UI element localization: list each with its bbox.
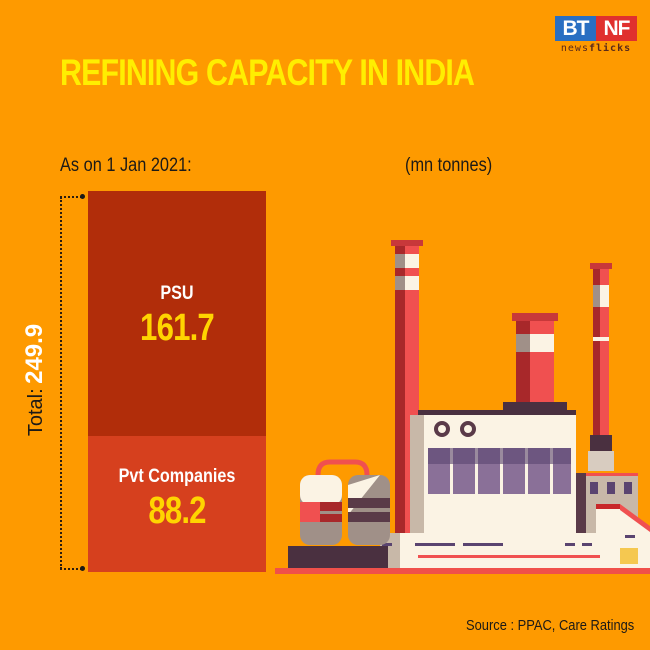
logo-nf: NF (596, 16, 637, 41)
logo-tagline-light: news (560, 43, 589, 54)
side-building (576, 473, 650, 568)
main-building (410, 410, 576, 535)
logo-tagline: newsflicks (555, 43, 637, 54)
units-label: (mn tonnes) (405, 155, 493, 176)
logo-tagline-bold: flicks (588, 43, 632, 54)
as-of-date: As on 1 Jan 2021: (60, 155, 192, 176)
total-bracket-bottom (60, 568, 82, 570)
total-bracket-top (60, 196, 82, 198)
logo-bt: BT (555, 16, 596, 41)
source-note: Source : PPAC, Care Ratings (466, 617, 635, 634)
segment-value-pvt: 88.2 (148, 490, 206, 532)
base-platform (380, 533, 606, 568)
storage-tanks (288, 459, 390, 568)
chimney-middle (503, 313, 567, 412)
segment-label-psu: PSU (160, 283, 194, 304)
segment-label-pvt: Pvt Companies (118, 466, 236, 487)
total-value: 249.9 (21, 323, 48, 384)
brand-logo: BT NF newsflicks (555, 16, 637, 54)
chimney-right (588, 263, 614, 471)
bracket-dot-top (80, 194, 85, 199)
stacked-bar: PSU 161.7 Pvt Companies 88.2 (88, 191, 266, 572)
bracket-dot-bottom (80, 566, 85, 571)
factory-illustration (275, 240, 650, 574)
segment-value-psu: 161.7 (140, 307, 215, 349)
bar-segment-pvt: Pvt Companies 88.2 (88, 436, 266, 572)
total-label-text: Total: (25, 388, 47, 437)
chart-title: REFINING CAPACITY IN INDIA (60, 52, 475, 93)
total-bracket-line (60, 197, 62, 569)
bar-segment-psu: PSU 161.7 (88, 191, 266, 436)
total-label: Total: 249.9 (21, 317, 49, 443)
